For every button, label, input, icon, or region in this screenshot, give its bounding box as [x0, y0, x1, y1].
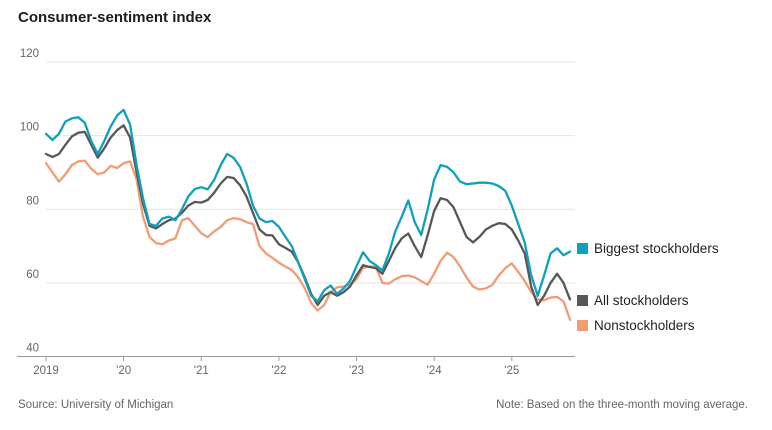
- note-text: Note: Based on the three-month moving av…: [496, 399, 748, 411]
- series-line-biggest-stockholders: [44, 108, 572, 303]
- x-tick-label-'25: '25: [504, 365, 519, 377]
- x-tick-label-'20: '20: [116, 365, 131, 377]
- y-tick-label-60: 60: [26, 269, 39, 281]
- y-tick-label-80: 80: [26, 195, 39, 207]
- x-tick-label-'21: '21: [194, 365, 209, 377]
- series-line-nonstockholders: [44, 159, 572, 321]
- y-tick-label-100: 100: [20, 122, 39, 134]
- x-tick-label-2019: 2019: [33, 365, 59, 377]
- chart-title: Consumer-sentiment index: [18, 9, 212, 26]
- source-text: Source: University of Michigan: [18, 399, 174, 411]
- x-tick-label-'23: '23: [349, 365, 364, 377]
- series-line-all-stockholders: [44, 124, 572, 307]
- y-tick-label-40: 40: [26, 343, 39, 355]
- y-tick-label-120: 120: [20, 48, 39, 60]
- x-tick-label-'22: '22: [271, 365, 286, 377]
- x-tick-label-'24: '24: [427, 365, 443, 377]
